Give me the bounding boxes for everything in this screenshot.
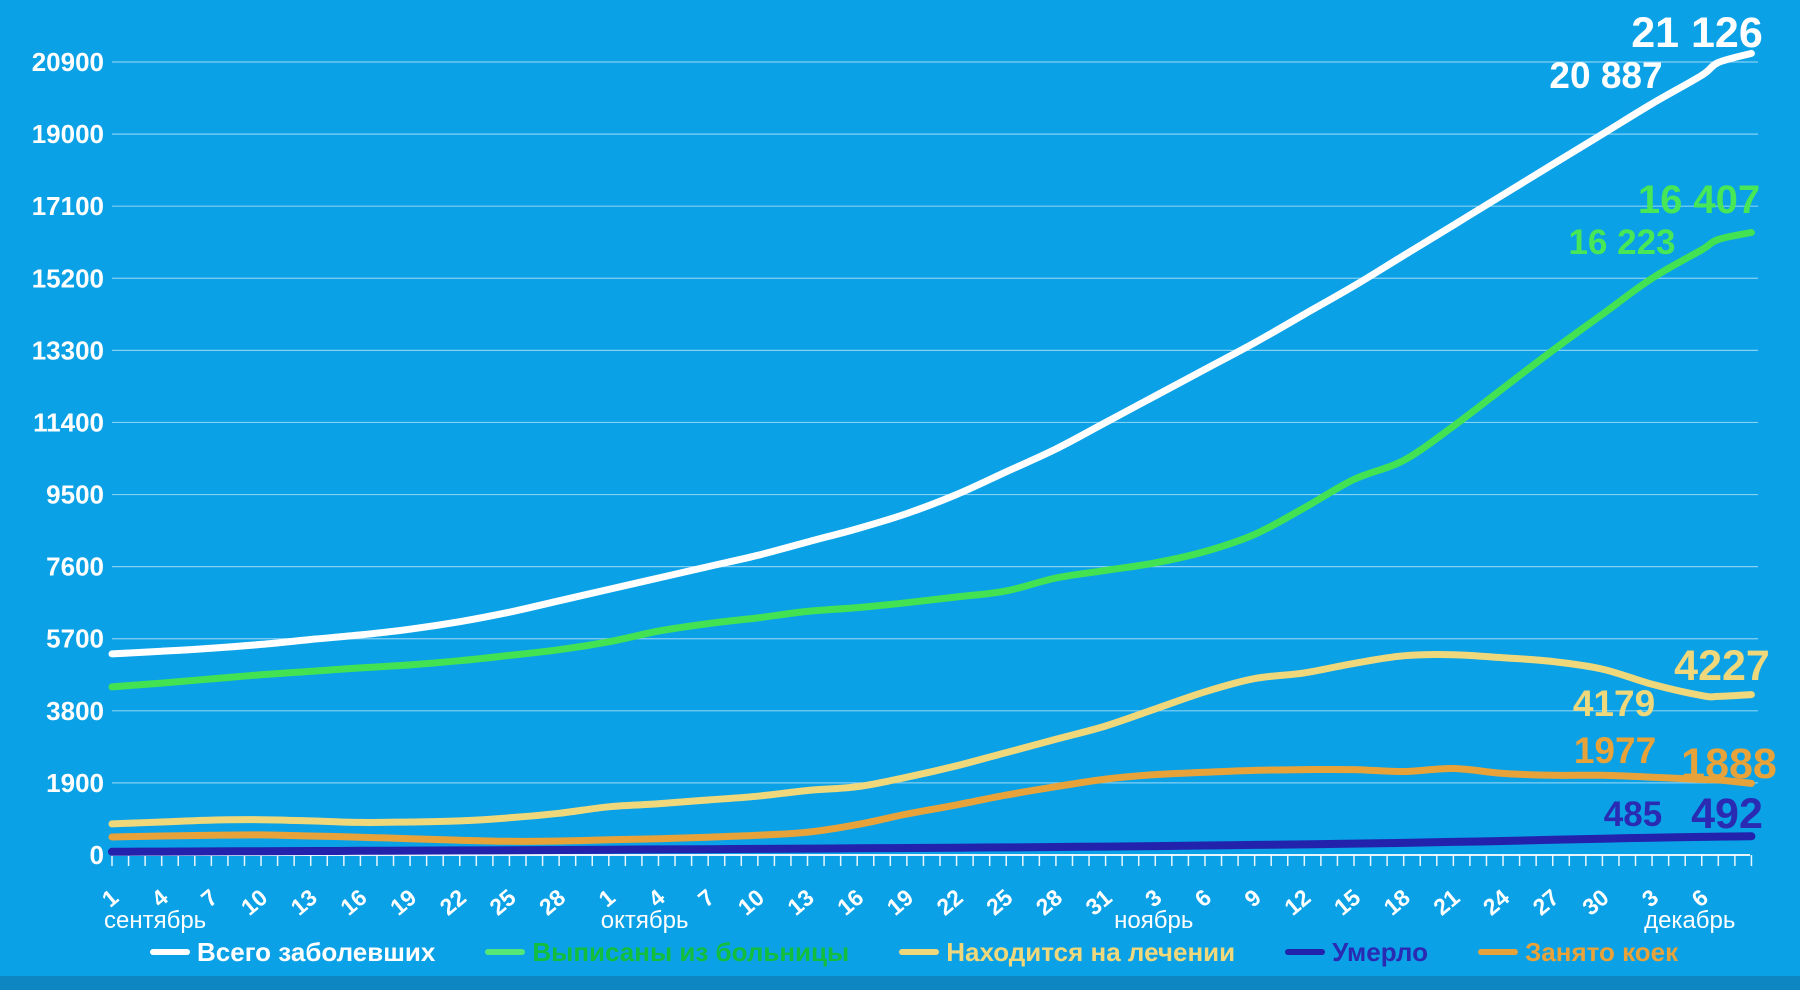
x-axis-date-label: 10 — [236, 884, 272, 920]
value-label: 492 — [1691, 790, 1763, 838]
x-axis-date-label: 9 — [1239, 884, 1266, 912]
y-axis-label: 17100 — [32, 191, 104, 221]
y-axis-label: 7600 — [46, 552, 104, 582]
series-line — [108, 49, 1755, 658]
x-axis-date-label: 27 — [1528, 884, 1564, 920]
legend-item: Умерло — [1285, 937, 1428, 968]
x-axis-date-label: 18 — [1379, 884, 1415, 920]
value-label: 485 — [1604, 795, 1662, 834]
legend-swatch-line — [150, 949, 190, 955]
legend-item: Находится на лечении — [899, 937, 1235, 968]
value-label: 1888 — [1681, 740, 1777, 788]
y-axis-label: 19000 — [32, 119, 104, 149]
legend-label: Всего заболевших — [197, 936, 436, 967]
value-label: 1977 — [1574, 730, 1656, 771]
y-axis-label: 1900 — [46, 768, 104, 798]
x-axis-date-label: 16 — [335, 884, 371, 920]
y-axis-label: 3800 — [46, 696, 104, 726]
y-axis-label: 13300 — [32, 335, 104, 365]
value-label: 21 126 — [1631, 9, 1763, 57]
value-label: 4179 — [1573, 683, 1655, 724]
legend-swatch-line — [1285, 949, 1326, 955]
x-axis-date-label: 13 — [782, 884, 818, 920]
x-axis-date-label: 19 — [385, 884, 421, 920]
series-line — [108, 650, 1755, 828]
x-axis-date-label: 6 — [1190, 884, 1217, 912]
legend-swatch-line — [899, 949, 940, 955]
x-axis-month-label: октябрь — [601, 907, 689, 934]
x-axis-month-label: ноябрь — [1114, 907, 1193, 934]
series-line — [108, 832, 1756, 856]
bottom-bar — [0, 976, 1800, 990]
x-axis-date-label: 10 — [733, 884, 769, 920]
y-axis-label: 15200 — [32, 263, 104, 293]
y-axis-label: 5700 — [46, 624, 104, 654]
y-axis-label: 20900 — [32, 47, 104, 77]
value-label: 4227 — [1674, 642, 1770, 690]
series-line — [108, 229, 1755, 691]
legend-item: Всего заболевших — [150, 937, 435, 968]
legend-label: Находится на лечении — [946, 936, 1236, 967]
x-axis-month-label: сентябрь — [104, 907, 206, 934]
x-axis-date-label: 28 — [1031, 884, 1067, 920]
legend-label: Выписаны из больницы — [532, 936, 850, 967]
value-label: 16 407 — [1638, 178, 1760, 222]
legend-item: Занято коек — [1478, 937, 1678, 968]
legend-label: Умерло — [1332, 936, 1428, 967]
series-line — [108, 764, 1755, 845]
x-axis-date-label: 22 — [931, 884, 967, 920]
x-axis-date-label: 13 — [286, 884, 322, 920]
x-axis-date-label: 30 — [1577, 884, 1613, 920]
x-axis-date-label: 16 — [832, 884, 868, 920]
x-axis-date-label: 19 — [882, 884, 918, 920]
legend-label: Занято коек — [1525, 936, 1679, 967]
x-axis-date-label: 24 — [1478, 884, 1514, 920]
x-axis-date-label: 12 — [1279, 884, 1315, 920]
value-label: 20 887 — [1549, 55, 1662, 96]
y-axis-label: 11400 — [33, 407, 104, 437]
x-axis-date-label: 31 — [1080, 884, 1116, 920]
legend-swatch-line — [1478, 949, 1518, 955]
legend-item: Выписаны из больницы — [485, 937, 849, 968]
x-axis-date-label: 7 — [693, 884, 720, 912]
x-axis-date-label: 25 — [484, 884, 520, 920]
legend-swatch-line — [485, 949, 526, 955]
x-axis-date-label: 28 — [534, 884, 570, 920]
x-axis-date-label: 22 — [435, 884, 471, 920]
y-axis-label: 9500 — [46, 480, 104, 510]
x-axis-date-label: 21 — [1428, 884, 1464, 920]
x-axis-month-label: декабрь — [1644, 907, 1735, 934]
legend: Всего заболевших Выписаны из больницы Нахо… — [150, 930, 1678, 974]
x-axis-date-label: 25 — [981, 884, 1017, 920]
y-axis-label: 0 — [90, 840, 104, 870]
value-label: 16 223 — [1568, 223, 1675, 262]
x-axis-date-label: 15 — [1329, 884, 1365, 920]
